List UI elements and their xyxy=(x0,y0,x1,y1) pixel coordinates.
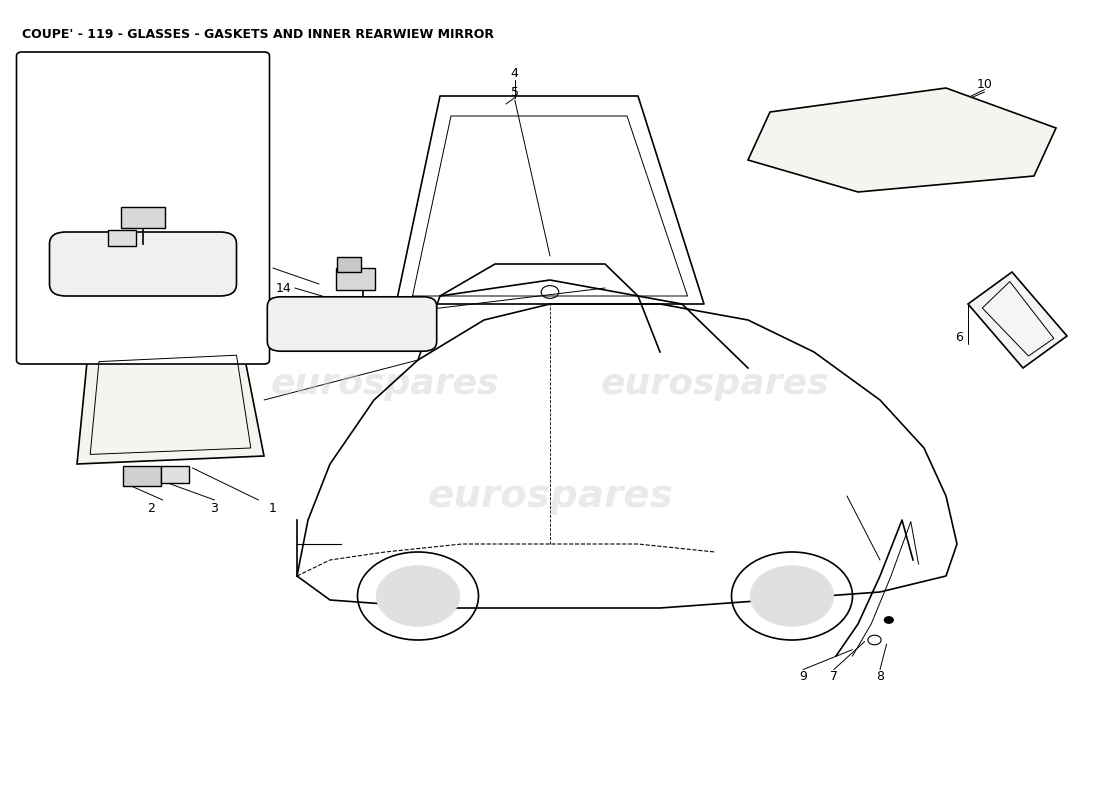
Text: OPT. TELEPHONE: OPT. TELEPHONE xyxy=(90,342,196,352)
FancyBboxPatch shape xyxy=(108,230,136,246)
Text: eurospares: eurospares xyxy=(427,477,673,515)
Polygon shape xyxy=(748,88,1056,192)
Text: 2: 2 xyxy=(146,502,155,514)
Text: 5: 5 xyxy=(510,86,519,98)
Text: 6: 6 xyxy=(955,331,962,344)
Text: 14: 14 xyxy=(90,206,104,216)
FancyBboxPatch shape xyxy=(267,297,437,351)
Text: Vedi anche Tav. 126: Vedi anche Tav. 126 xyxy=(87,72,199,82)
FancyBboxPatch shape xyxy=(50,232,236,296)
Polygon shape xyxy=(968,272,1067,368)
Polygon shape xyxy=(77,344,264,464)
Text: 8: 8 xyxy=(876,670,884,682)
Text: 13: 13 xyxy=(1028,331,1044,344)
Text: 4: 4 xyxy=(510,67,519,80)
FancyBboxPatch shape xyxy=(161,466,189,483)
Text: 14: 14 xyxy=(276,282,292,294)
Text: OPT. TELEFONO: OPT. TELEFONO xyxy=(95,318,191,328)
Text: 10: 10 xyxy=(977,78,992,90)
Circle shape xyxy=(750,566,834,626)
Text: 11: 11 xyxy=(54,215,68,225)
FancyBboxPatch shape xyxy=(337,257,361,272)
Text: 3: 3 xyxy=(210,502,219,514)
Circle shape xyxy=(884,617,893,623)
FancyBboxPatch shape xyxy=(336,268,375,290)
Text: 9: 9 xyxy=(799,670,807,682)
Text: 12: 12 xyxy=(90,223,104,233)
Circle shape xyxy=(376,566,460,626)
Text: 1: 1 xyxy=(268,502,277,514)
Text: 7: 7 xyxy=(829,670,838,682)
Text: COUPE' - 119 - GLASSES - GASKETS AND INNER REARWIEW MIRROR: COUPE' - 119 - GLASSES - GASKETS AND INN… xyxy=(22,28,494,41)
Text: 11: 11 xyxy=(254,262,270,274)
Text: eurospares: eurospares xyxy=(601,367,829,401)
Text: eurospares: eurospares xyxy=(271,367,499,401)
FancyBboxPatch shape xyxy=(123,466,161,486)
Text: See also Draw. 126: See also Draw. 126 xyxy=(89,104,197,114)
FancyBboxPatch shape xyxy=(16,52,270,364)
FancyBboxPatch shape xyxy=(121,207,165,228)
